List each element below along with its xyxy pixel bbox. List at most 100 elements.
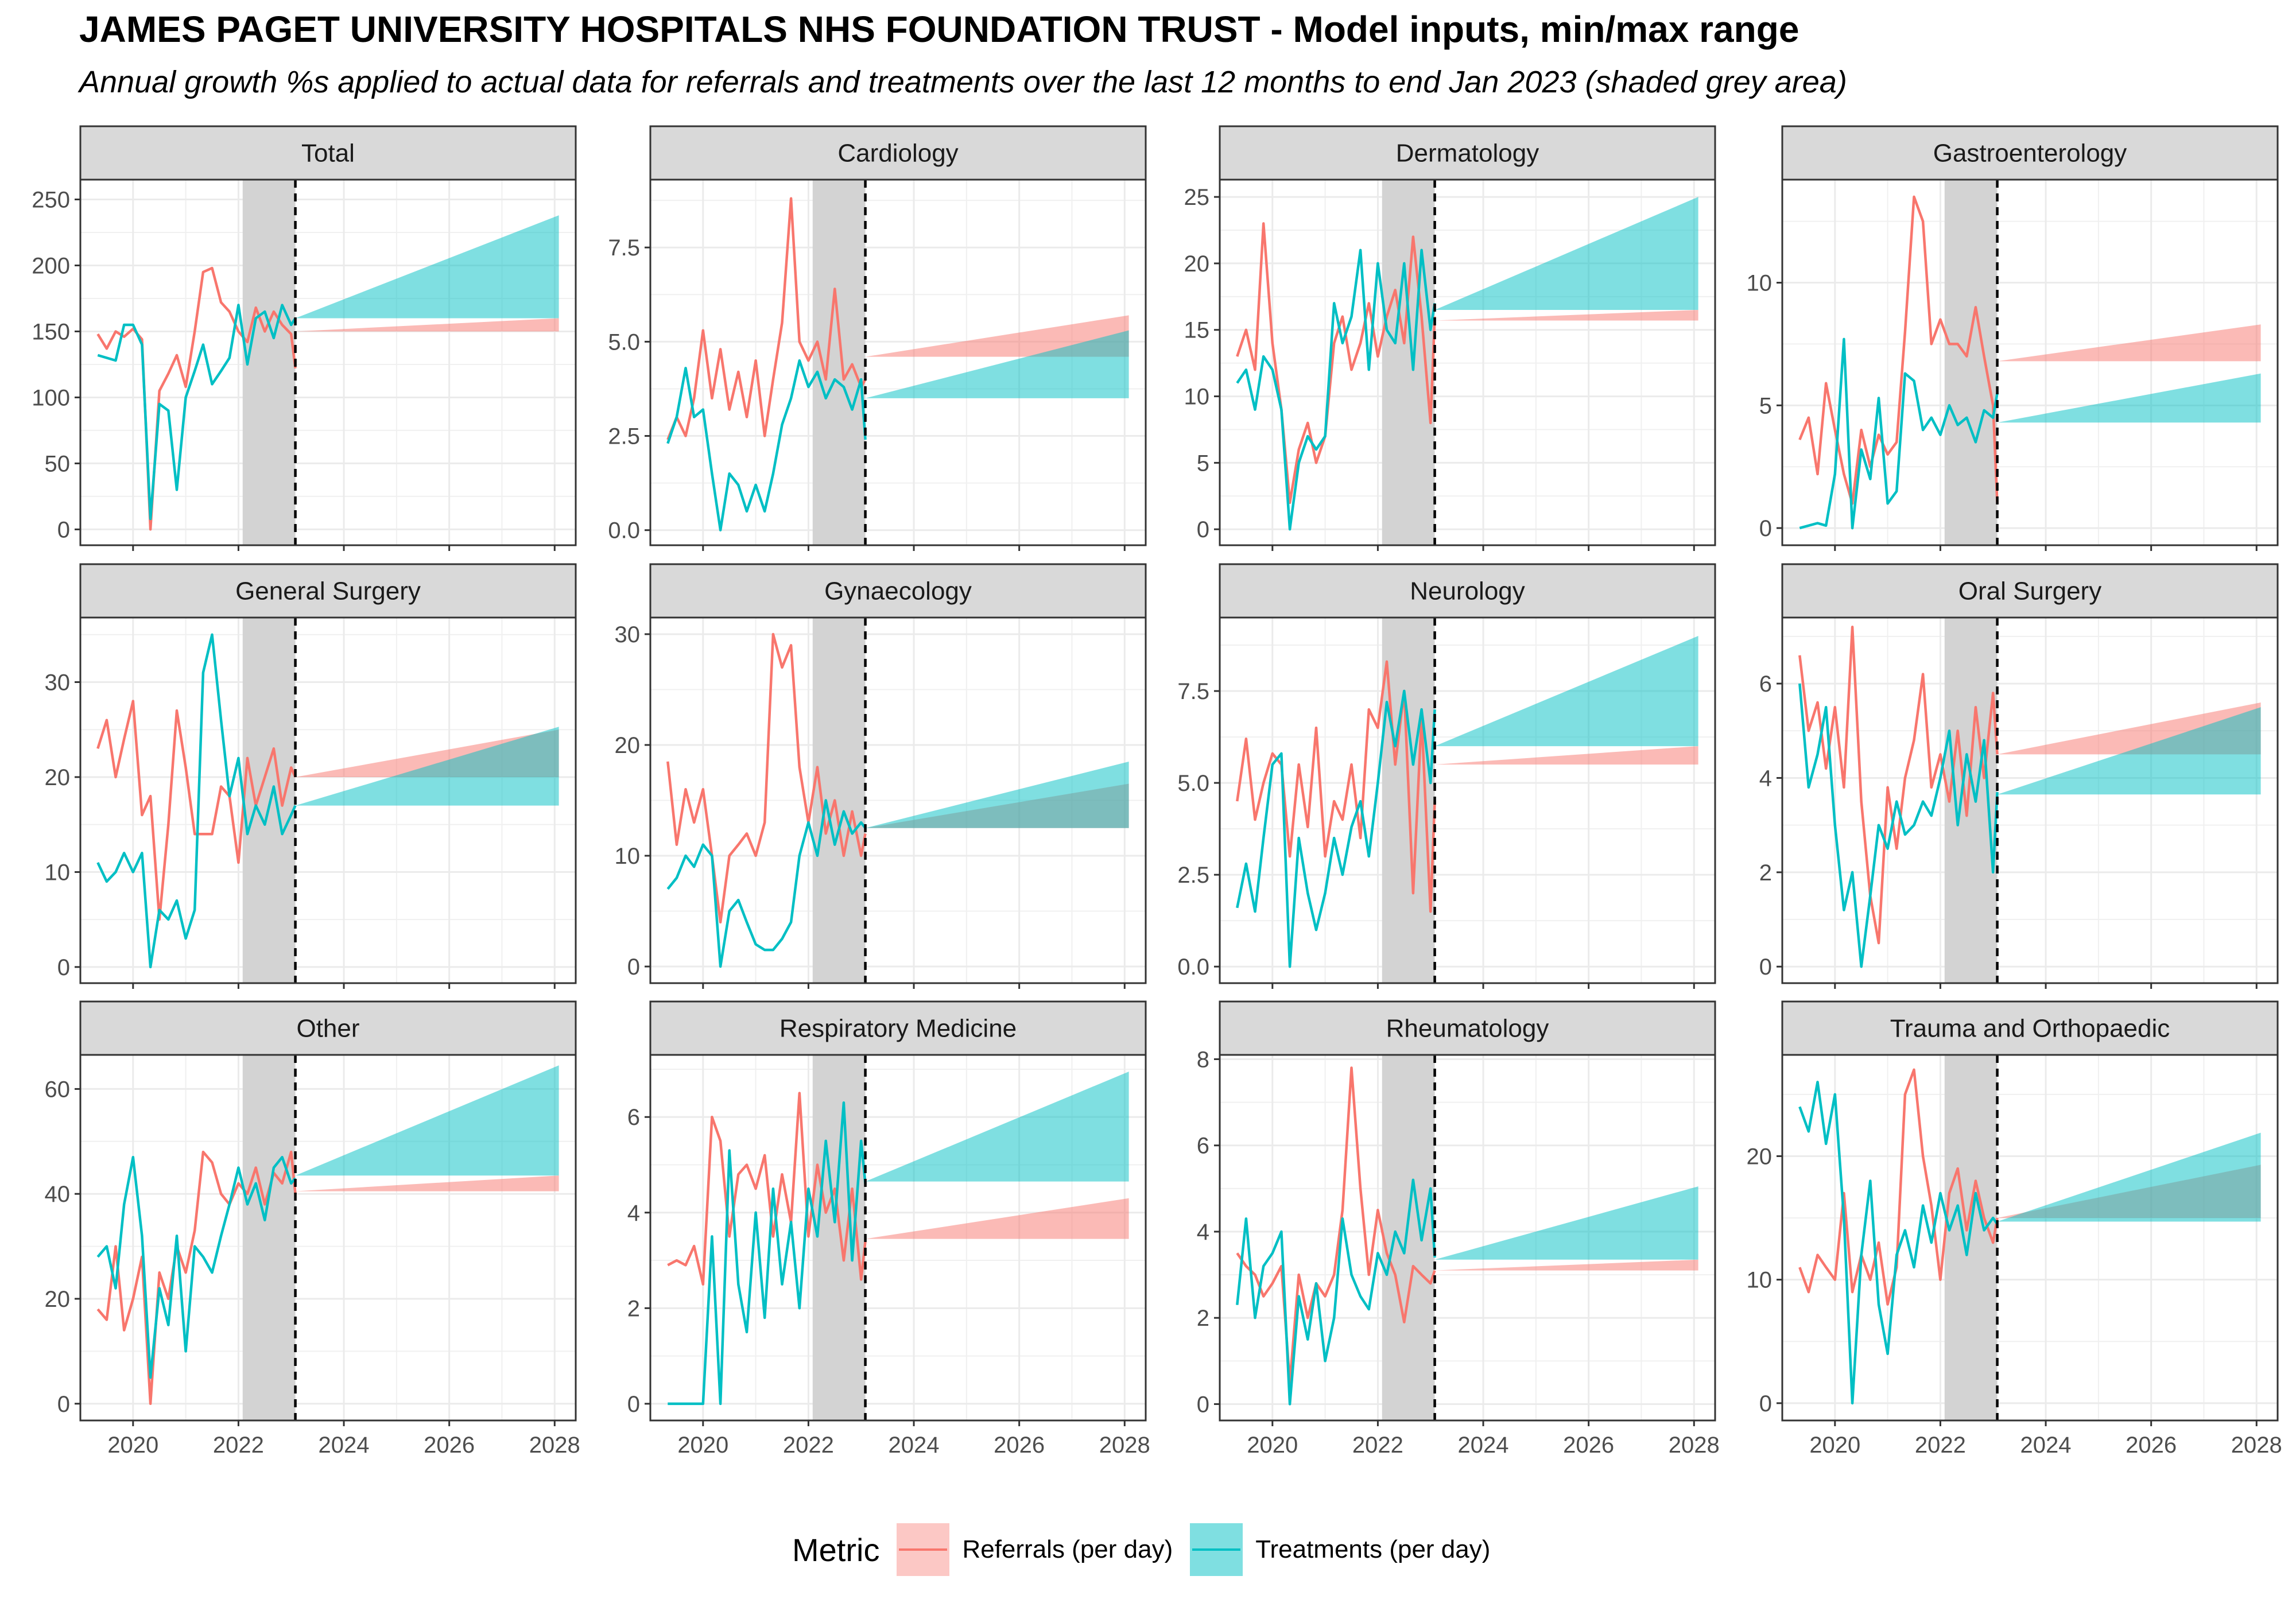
y-tick-label: 20	[45, 765, 71, 790]
x-tick-label: 2020	[1247, 1433, 1298, 1458]
y-tick-label: 50	[45, 451, 71, 476]
y-tick-label: 40	[45, 1182, 71, 1207]
treatments-range-band	[1434, 197, 1698, 310]
treatments-line	[668, 1101, 867, 1406]
treatments-line	[1799, 337, 1999, 530]
referrals-line	[1236, 222, 1436, 504]
y-tick-label: 0	[57, 1392, 70, 1417]
referrals-line	[96, 700, 297, 921]
x-tick-label: 2024	[889, 1433, 940, 1458]
referrals-line	[1236, 1066, 1436, 1384]
y-tick-label: 4	[1759, 766, 1772, 791]
panel-background	[1782, 180, 2278, 545]
referrals-line	[96, 266, 297, 531]
y-tick-label: 0	[627, 954, 640, 980]
x-tick-label: 2022	[1352, 1433, 1403, 1458]
y-tick-label: 2	[627, 1296, 640, 1321]
x-tick-label: 2028	[529, 1433, 580, 1458]
treatments-range-band	[295, 727, 559, 806]
y-tick-label: 0	[1197, 517, 1209, 542]
x-tick-label: 2024	[2020, 1433, 2072, 1458]
y-tick-label: 0	[1759, 954, 1772, 980]
referrals-line	[1798, 1068, 1999, 1306]
x-tick-label: 2024	[1458, 1433, 1509, 1458]
legend-key-referrals	[897, 1523, 950, 1576]
facet-strip	[1781, 563, 2279, 619]
referrals-line	[96, 1150, 297, 1406]
treatments-line	[1798, 1081, 1999, 1405]
y-tick-label: 100	[32, 385, 70, 410]
panel-border	[649, 178, 1147, 546]
panel-border	[79, 178, 577, 546]
y-tick-label: 2	[1197, 1306, 1209, 1331]
panel-border	[1219, 178, 1716, 546]
y-tick-label: 7.5	[1177, 679, 1209, 704]
treatments-range-band	[865, 761, 1129, 828]
y-tick-label: 6	[1759, 671, 1772, 697]
y-tick-label: 30	[615, 622, 641, 647]
panel-border	[1781, 616, 2279, 984]
treatments-range-band	[1997, 707, 2261, 795]
referrals-range-band	[1997, 324, 2261, 362]
treatments-line	[1236, 689, 1436, 968]
referrals-range-band	[295, 318, 559, 332]
chart-subtitle: Annual growth %s applied to actual data …	[79, 65, 1847, 99]
treatments-line	[96, 633, 297, 969]
y-tick-label: 10	[45, 860, 71, 885]
facet-gastroenterology: Gastroenterology 0 5 10	[1747, 125, 2279, 551]
panel-border	[79, 616, 577, 984]
panel-border	[1219, 616, 1716, 984]
referrals-range-band	[865, 1198, 1129, 1239]
referrals-range-band	[1434, 310, 1698, 321]
y-tick-label: 2	[1759, 860, 1772, 886]
treatments-range-band	[865, 330, 1129, 398]
treatments-line	[1236, 249, 1436, 531]
facet-title: Trauma and Orthopaedic	[1890, 1015, 2170, 1043]
y-tick-label: 15	[1184, 318, 1210, 343]
facet-strip	[1781, 125, 2279, 181]
y-tick-label: 6	[1197, 1134, 1209, 1159]
y-tick-label: 5	[1759, 393, 1772, 418]
y-tick-label: 4	[627, 1201, 640, 1226]
y-tick-label: 7.5	[608, 235, 640, 261]
facet-neurology: Neurology 0.0 2.5 5.0 7.5	[1177, 563, 1716, 989]
facet-title: Neurology	[1410, 577, 1525, 605]
facet-total: Total 0 50 100 150 200 250	[32, 125, 577, 551]
x-tick-label: 2028	[2231, 1433, 2282, 1458]
y-tick-label: 4	[1197, 1220, 1209, 1245]
legend-key-treatments	[1190, 1523, 1243, 1576]
y-tick-label: 60	[45, 1077, 71, 1102]
referrals-line	[1236, 660, 1436, 913]
referrals-range-band	[295, 1175, 559, 1191]
treatments-range-band	[295, 1065, 559, 1176]
panel-border	[1781, 178, 2279, 546]
y-tick-label: 20	[45, 1287, 71, 1312]
y-tick-label: 150	[32, 319, 70, 344]
legend-item-treatments: Treatments (per day)	[1190, 1523, 1490, 1576]
y-tick-label: 10	[1747, 271, 1773, 296]
y-tick-label: 2.5	[608, 424, 640, 449]
y-tick-label: 0.0	[608, 518, 640, 544]
x-tick-label: 2020	[677, 1433, 728, 1458]
treatments-range-band	[1434, 1186, 1698, 1260]
chart-title: JAMES PAGET UNIVERSITY HOSPITALS NHS FOU…	[79, 9, 1799, 50]
y-tick-label: 20	[1184, 251, 1210, 277]
y-tick-label: 6	[627, 1105, 640, 1130]
x-tick-label: 2028	[1099, 1433, 1150, 1458]
referrals-range-band	[1434, 1259, 1698, 1271]
y-tick-label: 10	[615, 844, 641, 869]
y-tick-label: 0.0	[1177, 954, 1209, 980]
facet-strip	[649, 125, 1147, 181]
x-tick-label: 2026	[2126, 1433, 2177, 1458]
y-tick-label: 200	[32, 253, 70, 278]
facet-title: Rheumatology	[1386, 1015, 1549, 1043]
facet-strip	[1219, 125, 1716, 181]
referrals-range-band	[1434, 746, 1698, 765]
y-tick-label: 0	[57, 955, 70, 980]
facet-other: Other 0 20 40 60 2020 2022 2024 2026 2028	[45, 1000, 580, 1458]
last-12-months-shade	[1382, 180, 1435, 545]
facet-title: Dermatology	[1396, 139, 1539, 168]
treatments-line	[666, 799, 867, 968]
facet-respiratory-medicine: Respiratory Medicine 0 2 4 6 2020 2022 2024 2026…	[627, 1000, 1150, 1458]
